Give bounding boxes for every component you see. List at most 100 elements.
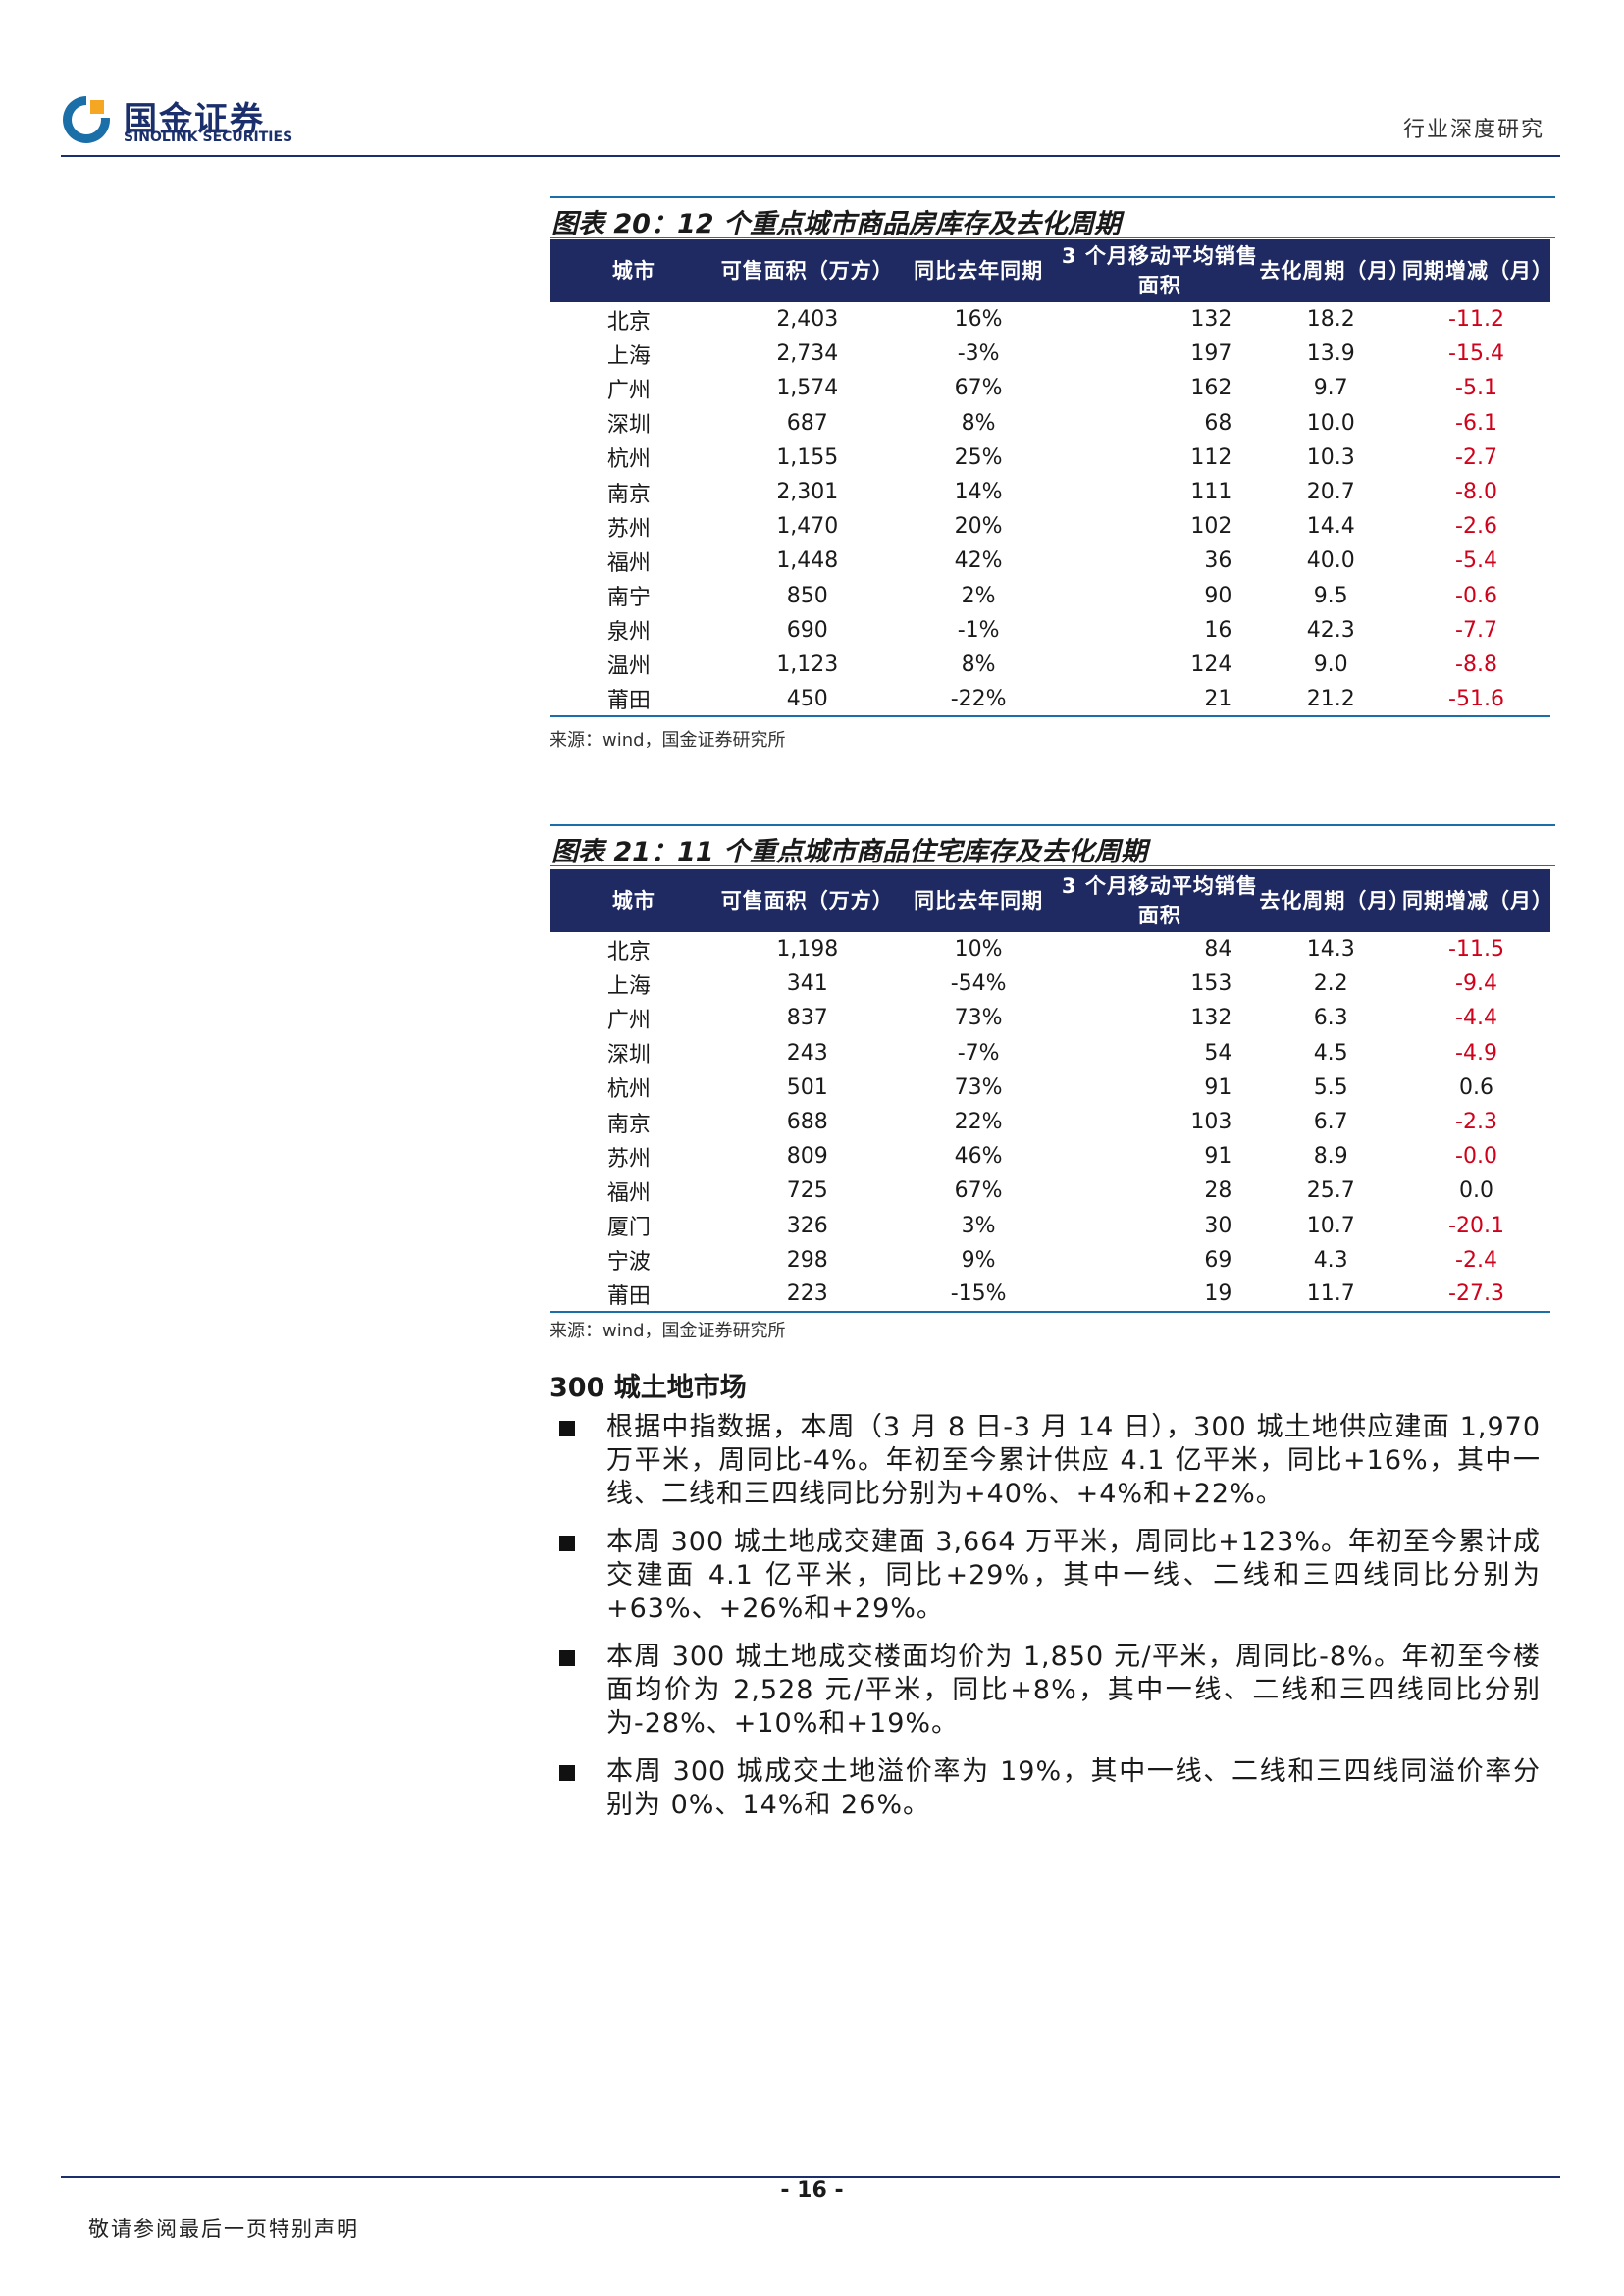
cell-city: 北京 bbox=[606, 939, 651, 965]
table-header-row: 城市 可售面积（万方） 同比去年同期 3 个月移动平均销售面积 去化周期（月） … bbox=[550, 869, 1552, 932]
bullet-list: 根据中指数据，本周（3 月 8 日-3 月 14 日），300 城土地供应建面 … bbox=[550, 1411, 1541, 1837]
cell-yoy: 8% bbox=[961, 652, 996, 677]
cell-avg-sales: 132 bbox=[1190, 1006, 1232, 1031]
cell-change: -27.3 bbox=[1402, 1277, 1550, 1314]
cell-yoy: 10% bbox=[954, 937, 1003, 963]
cell-area: 1,123 bbox=[776, 652, 839, 677]
table-row: 上海 2,734 -3% 197 13.9 -15.4 bbox=[550, 337, 1550, 371]
cell-cycle: 21.2 bbox=[1259, 682, 1403, 718]
section-title: 300 城土地市场 bbox=[550, 1373, 747, 1403]
disclaimer-note: 敬请参阅最后一页特别声明 bbox=[88, 2218, 359, 2241]
cell-city: 温州 bbox=[606, 654, 651, 680]
table-row: 福州 1,448 42% 36 40.0 -5.4 bbox=[550, 544, 1550, 578]
cell-city: 苏州 bbox=[606, 1146, 651, 1172]
cell-area: 501 bbox=[786, 1074, 828, 1100]
cell-city: 上海 bbox=[606, 973, 651, 999]
cell-cycle: 14.4 bbox=[1306, 514, 1355, 540]
cell-city: 杭州 bbox=[606, 447, 651, 473]
page-number: - 16 - bbox=[780, 2178, 844, 2203]
header-city: 城市 bbox=[550, 869, 718, 932]
table-row: 杭州 501 73% 91 5.5 0.6 bbox=[550, 1070, 1550, 1105]
cell-avg-sales: 90 bbox=[1204, 583, 1232, 608]
cell-avg-sales: 153 bbox=[1190, 971, 1232, 997]
cell-avg-sales: 84 bbox=[1204, 937, 1232, 963]
square-bullet-icon bbox=[559, 1765, 575, 1781]
cell-change: -4.9 bbox=[1455, 1040, 1497, 1066]
table-row: 南京 2,301 14% 111 20.7 -8.0 bbox=[550, 475, 1550, 509]
cell-city: 莆田 bbox=[550, 1277, 718, 1314]
cell-change: -4.4 bbox=[1455, 1006, 1497, 1031]
cell-city: 南宁 bbox=[606, 586, 651, 611]
cell-cycle: 9.7 bbox=[1313, 376, 1348, 401]
cell-area: 837 bbox=[786, 1006, 828, 1031]
cell-city: 北京 bbox=[606, 309, 651, 335]
cell-yoy: -1% bbox=[957, 617, 1000, 643]
table-row: 莆田 223 -15% 19 11.7 -27.3 bbox=[550, 1277, 1550, 1314]
cell-yoy: -54% bbox=[950, 971, 1007, 997]
figure-title-rule bbox=[550, 237, 1555, 238]
header-area: 可售面积（万方） bbox=[717, 869, 897, 932]
cell-cycle: 4.3 bbox=[1313, 1247, 1348, 1273]
figure-title-rule bbox=[550, 865, 1555, 866]
cell-area: 1,155 bbox=[776, 444, 839, 470]
cell-cycle: 2.2 bbox=[1313, 971, 1348, 997]
header-area: 可售面积（万方） bbox=[717, 239, 897, 302]
cell-city: 深圳 bbox=[606, 413, 651, 439]
bullet-text: 根据中指数据，本周（3 月 8 日-3 月 14 日），300 城土地供应建面 … bbox=[606, 1412, 1541, 1509]
square-bullet-icon bbox=[559, 1650, 575, 1666]
header-cycle: 去化周期（月） bbox=[1259, 869, 1409, 932]
cell-change: -11.5 bbox=[1448, 937, 1504, 963]
cell-cycle: 25.7 bbox=[1306, 1178, 1355, 1204]
table-row: 深圳 243 -7% 54 4.5 -4.9 bbox=[550, 1036, 1550, 1070]
cell-yoy: -3% bbox=[957, 341, 1000, 367]
cell-city: 莆田 bbox=[550, 682, 718, 718]
bullet-item: 本周 300 城土地成交建面 3,664 万平米，周同比+123%。年初至今累计… bbox=[550, 1526, 1541, 1626]
cell-area: 1,470 bbox=[776, 514, 839, 540]
cell-city: 广州 bbox=[606, 378, 651, 403]
cell-change: 0.6 bbox=[1459, 1074, 1494, 1100]
cell-avg-sales: 28 bbox=[1204, 1178, 1232, 1204]
square-bullet-icon bbox=[559, 1536, 575, 1551]
cell-cycle: 9.0 bbox=[1313, 652, 1348, 677]
cell-avg-sales: 69 bbox=[1204, 1247, 1232, 1273]
table-row: 深圳 687 8% 68 10.0 -6.1 bbox=[550, 406, 1550, 441]
square-bullet-icon bbox=[559, 1421, 575, 1436]
table-row: 福州 725 67% 28 25.7 0.0 bbox=[550, 1174, 1550, 1208]
cell-cycle: 11.7 bbox=[1259, 1277, 1403, 1314]
cell-cycle: 10.3 bbox=[1306, 444, 1355, 470]
header-divider bbox=[61, 155, 1560, 157]
cell-city: 杭州 bbox=[606, 1077, 651, 1103]
table-row: 广州 1,574 67% 162 9.7 -5.1 bbox=[550, 371, 1550, 405]
bullet-text: 本周 300 城成交土地溢价率为 19%，其中一线、二线和三四线同溢价率分别为 … bbox=[606, 1756, 1541, 1820]
cell-area: 1,198 bbox=[776, 937, 839, 963]
cell-yoy: 67% bbox=[954, 1178, 1003, 1204]
header-change: 同期增减（月） bbox=[1402, 239, 1552, 302]
cell-city: 南京 bbox=[606, 482, 651, 507]
cell-cycle: 6.3 bbox=[1313, 1006, 1348, 1031]
cell-city: 上海 bbox=[606, 343, 651, 369]
cell-cycle: 10.0 bbox=[1306, 410, 1355, 436]
cell-change: -0.6 bbox=[1455, 583, 1497, 608]
cell-avg-sales: 36 bbox=[1204, 548, 1232, 574]
table-row: 莆田 450 -22% 21 21.2 -51.6 bbox=[550, 682, 1550, 718]
header-cycle: 去化周期（月） bbox=[1259, 239, 1409, 302]
company-logo: 国金证券 SINOLINK SECURITIES bbox=[61, 90, 306, 151]
bullet-item: 本周 300 城成交土地溢价率为 19%，其中一线、二线和三四线同溢价率分别为 … bbox=[550, 1755, 1541, 1822]
cell-change: -8.0 bbox=[1455, 480, 1497, 505]
cell-yoy: 2% bbox=[961, 583, 996, 608]
cell-avg-sales: 68 bbox=[1204, 410, 1232, 436]
cell-yoy: 22% bbox=[954, 1110, 1003, 1135]
cell-area: 298 bbox=[786, 1247, 828, 1273]
bullet-item: 根据中指数据，本周（3 月 8 日-3 月 14 日），300 城土地供应建面 … bbox=[550, 1411, 1541, 1511]
cell-cycle: 9.5 bbox=[1313, 583, 1348, 608]
header-yoy: 同比去年同期 bbox=[896, 869, 1061, 932]
table-row: 上海 341 -54% 153 2.2 -9.4 bbox=[550, 966, 1550, 1001]
cell-avg-sales: 197 bbox=[1190, 341, 1232, 367]
table-row: 南宁 850 2% 90 9.5 -0.6 bbox=[550, 579, 1550, 613]
header-change: 同期增减（月） bbox=[1402, 869, 1552, 932]
cell-avg-sales: 132 bbox=[1190, 307, 1232, 333]
table-header-row: 城市 可售面积（万方） 同比去年同期 3 个月移动平均销售面积 去化周期（月） … bbox=[550, 239, 1552, 302]
cell-area: 687 bbox=[786, 410, 828, 436]
cell-yoy: 42% bbox=[954, 548, 1003, 574]
cell-city: 南京 bbox=[606, 1112, 651, 1137]
